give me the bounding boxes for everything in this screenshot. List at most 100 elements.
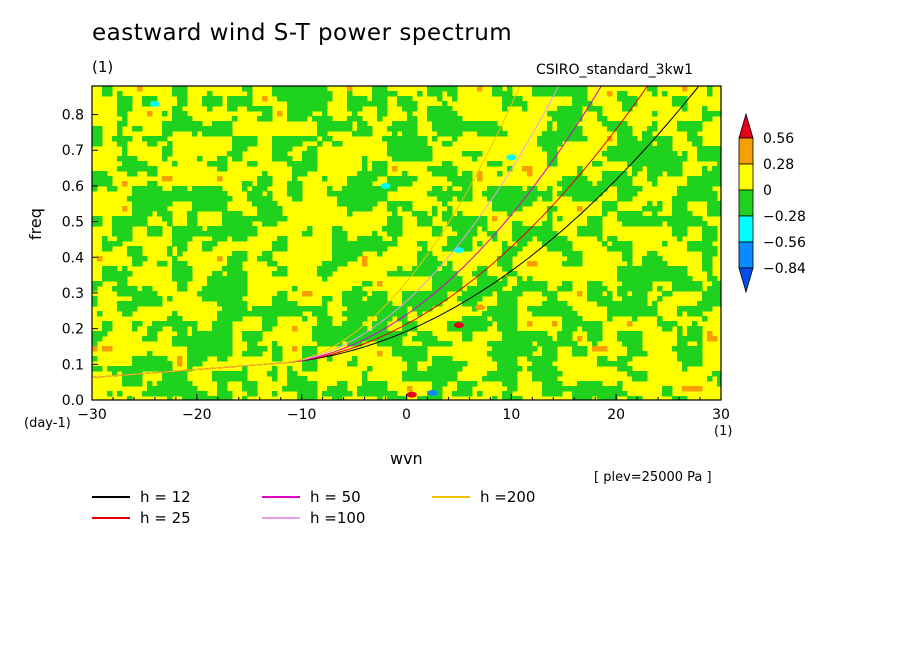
field-cell-negative xyxy=(317,121,323,127)
field-cell-negative xyxy=(467,236,473,242)
field-cell-negative xyxy=(247,311,253,317)
field-cell-negative xyxy=(662,141,668,147)
field-cell-negative xyxy=(507,301,513,307)
field-cell-negative xyxy=(92,341,98,347)
field-cell-negative xyxy=(392,126,398,132)
field-cell-negative xyxy=(127,376,133,382)
field-cell-negative xyxy=(187,391,193,397)
field-cell-negative xyxy=(222,291,228,297)
field-cell-negative xyxy=(287,306,293,312)
field-cell-negative xyxy=(562,241,568,247)
field-cell-negative xyxy=(222,381,228,387)
field-cell-negative xyxy=(272,351,278,357)
field-cell-negative xyxy=(382,136,388,142)
field-cell-negative xyxy=(637,211,643,217)
field-cell-negative xyxy=(652,216,658,222)
field-cell-negative xyxy=(177,386,183,392)
field-cell-negative xyxy=(407,351,413,357)
field-cell-negative xyxy=(267,316,273,322)
field-cell-negative xyxy=(432,301,438,307)
field-cell-negative xyxy=(182,96,188,102)
field-cell-negative xyxy=(342,121,348,127)
field-cell-negative xyxy=(402,156,408,162)
field-cell-negative xyxy=(152,331,158,337)
field-cell-negative xyxy=(287,146,293,152)
field-cell-negative xyxy=(692,346,698,352)
field-cell-negative xyxy=(317,106,323,112)
field-cell-negative xyxy=(617,361,623,367)
field-cell-negative xyxy=(292,196,298,202)
field-cell-negative xyxy=(482,316,488,322)
field-cell-negative xyxy=(377,296,383,302)
field-cell-negative xyxy=(557,131,563,137)
field-cell-negative xyxy=(367,281,373,287)
field-cell-negative xyxy=(602,206,608,212)
field-cell-negative xyxy=(597,181,603,187)
field-cell-negative xyxy=(627,286,633,292)
field-cell-negative xyxy=(137,201,143,207)
field-cell-negative xyxy=(257,306,263,312)
field-cell-negative xyxy=(422,371,428,377)
field-cell-negative xyxy=(592,226,598,232)
field-cell-negative xyxy=(707,86,713,92)
field-cell-negative xyxy=(422,266,428,272)
field-cell-negative xyxy=(237,276,243,282)
field-cell-negative xyxy=(507,396,513,400)
field-cell-negative xyxy=(637,311,643,317)
field-cell-negative xyxy=(447,321,453,327)
field-cell-negative xyxy=(427,251,433,257)
field-cell-negative xyxy=(317,101,323,107)
field-cell-negative xyxy=(672,226,678,232)
field-cell-negative xyxy=(147,326,153,332)
field-cell-negative xyxy=(207,131,213,137)
field-cell-negative xyxy=(692,176,698,182)
field-cell-negative xyxy=(347,251,353,257)
field-cell-negative xyxy=(467,196,473,202)
field-cell-negative xyxy=(312,136,318,142)
field-cell-negative xyxy=(287,301,293,307)
field-cell-negative xyxy=(607,121,613,127)
field-cell-negative xyxy=(207,96,213,102)
field-cell-negative xyxy=(197,336,203,342)
field-cell-negative xyxy=(212,296,218,302)
field-cell-negative xyxy=(217,236,223,242)
field-cell-negative xyxy=(712,201,718,207)
field-cell-negative xyxy=(357,296,363,302)
field-cell-negative xyxy=(682,156,688,162)
field-cell-positive xyxy=(362,256,368,262)
field-cell-negative xyxy=(387,311,393,317)
field-cell-negative xyxy=(602,391,608,397)
field-cell-negative xyxy=(277,146,283,152)
field-cell-negative xyxy=(297,136,303,142)
field-cell-negative xyxy=(567,191,573,197)
field-cell-negative xyxy=(427,396,433,400)
field-cell-negative xyxy=(287,371,293,377)
field-cell-negative xyxy=(252,196,258,202)
field-cell-negative xyxy=(567,241,573,247)
field-cell-negative xyxy=(477,326,483,332)
field-cell-negative xyxy=(242,331,248,337)
field-cell-negative xyxy=(612,246,618,252)
field-cell-negative xyxy=(442,371,448,377)
field-cell-negative xyxy=(377,166,383,172)
field-cell-negative xyxy=(322,326,328,332)
field-cell-negative xyxy=(627,136,633,142)
field-cell-negative xyxy=(417,151,423,157)
field-cell-negative xyxy=(567,311,573,317)
field-cell-negative xyxy=(167,321,173,327)
field-cell-negative xyxy=(177,376,183,382)
field-cell-negative xyxy=(587,226,593,232)
field-cell-negative xyxy=(697,301,703,307)
field-cell-negative xyxy=(292,386,298,392)
field-cell-negative xyxy=(152,386,158,392)
field-cell-negative xyxy=(297,106,303,112)
field-cell-negative xyxy=(437,396,443,400)
field-cell-negative xyxy=(602,241,608,247)
field-cell-negative xyxy=(307,306,313,312)
field-cell-negative xyxy=(547,241,553,247)
field-cell-negative xyxy=(447,126,453,132)
field-cell-negative xyxy=(317,306,323,312)
field-cell-negative xyxy=(347,301,353,307)
field-cell-negative xyxy=(477,216,483,222)
field-cell-negative xyxy=(412,321,418,327)
